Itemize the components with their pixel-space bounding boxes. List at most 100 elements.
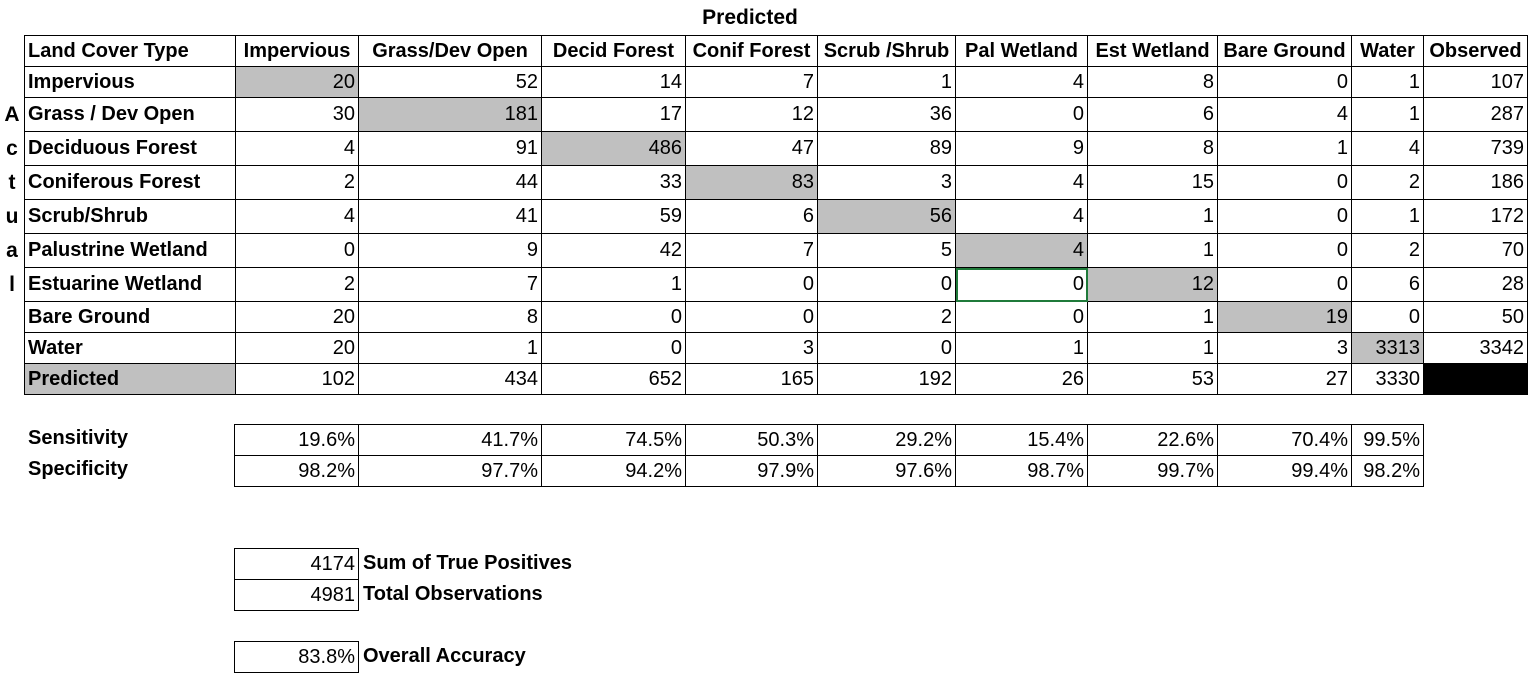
matrix-cell[interactable]: 30: [235, 97, 359, 132]
matrix-cell[interactable]: 0: [685, 267, 818, 302]
header-cell[interactable]: Est Wetland: [1087, 35, 1218, 67]
matrix-cell[interactable]: 6: [685, 199, 818, 234]
matrix-cell[interactable]: 3313: [1351, 332, 1424, 364]
matrix-cell[interactable]: 0: [685, 301, 818, 333]
matrix-cell[interactable]: 181: [358, 97, 542, 132]
matrix-cell[interactable]: 0: [817, 267, 956, 302]
matrix-cell[interactable]: 4: [235, 131, 359, 166]
overall-accuracy-cell[interactable]: 83.8%: [234, 641, 359, 673]
matrix-cell[interactable]: 1: [1351, 199, 1424, 234]
sensitivity-cell[interactable]: 70.4%: [1217, 424, 1352, 456]
matrix-cell[interactable]: 6: [1351, 267, 1424, 302]
matrix-cell[interactable]: 9: [955, 131, 1088, 166]
matrix-cell[interactable]: 52: [358, 66, 542, 98]
matrix-cell[interactable]: 0: [1217, 199, 1352, 234]
observed-cell[interactable]: 70: [1423, 233, 1528, 268]
matrix-cell[interactable]: 0: [1351, 301, 1424, 333]
predicted-cell[interactable]: 434: [358, 363, 542, 395]
specificity-cell[interactable]: 98.7%: [955, 455, 1088, 487]
header-cell[interactable]: Pal Wetland: [955, 35, 1088, 67]
row-label[interactable]: Bare Ground: [24, 301, 236, 333]
matrix-cell[interactable]: 4: [235, 199, 359, 234]
matrix-cell[interactable]: 41: [358, 199, 542, 234]
matrix-cell[interactable]: 3: [817, 165, 956, 200]
header-cell[interactable]: Grass/Dev Open: [358, 35, 542, 67]
matrix-cell[interactable]: 91: [358, 131, 542, 166]
matrix-cell[interactable]: 7: [358, 267, 542, 302]
sensitivity-cell[interactable]: 19.6%: [234, 424, 359, 456]
matrix-cell[interactable]: 4: [955, 233, 1088, 268]
matrix-cell[interactable]: 89: [817, 131, 956, 166]
header-cell[interactable]: Conif Forest: [685, 35, 818, 67]
matrix-cell[interactable]: 0: [235, 233, 359, 268]
matrix-cell[interactable]: 0: [1217, 233, 1352, 268]
matrix-cell[interactable]: 47: [685, 131, 818, 166]
blank-black-cell[interactable]: [1423, 363, 1528, 395]
matrix-cell[interactable]: 83: [685, 165, 818, 200]
matrix-cell[interactable]: 5: [817, 233, 956, 268]
sensitivity-cell[interactable]: 50.3%: [685, 424, 818, 456]
header-cell[interactable]: Water: [1351, 35, 1424, 67]
selected-matrix-cell[interactable]: 0: [955, 267, 1088, 302]
matrix-cell[interactable]: 0: [817, 332, 956, 364]
matrix-cell[interactable]: 0: [955, 301, 1088, 333]
matrix-cell[interactable]: 20: [235, 332, 359, 364]
matrix-cell[interactable]: 486: [541, 131, 686, 166]
row-label[interactable]: Predicted: [24, 363, 236, 395]
sensitivity-cell[interactable]: 29.2%: [817, 424, 956, 456]
matrix-cell[interactable]: 1: [1351, 66, 1424, 98]
matrix-cell[interactable]: 3: [685, 332, 818, 364]
sensitivity-cell[interactable]: 74.5%: [541, 424, 686, 456]
predicted-cell[interactable]: 102: [235, 363, 359, 395]
observed-cell[interactable]: 287: [1423, 97, 1528, 132]
predicted-cell[interactable]: 192: [817, 363, 956, 395]
predicted-cell[interactable]: 53: [1087, 363, 1218, 395]
matrix-cell[interactable]: 14: [541, 66, 686, 98]
matrix-cell[interactable]: 2: [817, 301, 956, 333]
specificity-cell[interactable]: 99.4%: [1217, 455, 1352, 487]
matrix-cell[interactable]: 6: [1087, 97, 1218, 132]
specificity-cell[interactable]: 98.2%: [1351, 455, 1424, 487]
matrix-cell[interactable]: 0: [541, 301, 686, 333]
header-cell[interactable]: Land Cover Type: [24, 35, 236, 67]
specificity-cell[interactable]: 99.7%: [1087, 455, 1218, 487]
matrix-cell[interactable]: 2: [1351, 233, 1424, 268]
matrix-cell[interactable]: 0: [955, 97, 1088, 132]
row-label[interactable]: Deciduous Forest: [24, 131, 236, 166]
matrix-cell[interactable]: 8: [1087, 131, 1218, 166]
header-cell[interactable]: Decid Forest: [541, 35, 686, 67]
predicted-cell[interactable]: 3330: [1351, 363, 1424, 395]
predicted-cell[interactable]: 27: [1217, 363, 1352, 395]
matrix-cell[interactable]: 7: [685, 233, 818, 268]
matrix-cell[interactable]: 33: [541, 165, 686, 200]
matrix-cell[interactable]: 1: [541, 267, 686, 302]
matrix-cell[interactable]: 3: [1217, 332, 1352, 364]
sensitivity-cell[interactable]: 22.6%: [1087, 424, 1218, 456]
matrix-cell[interactable]: 8: [1087, 66, 1218, 98]
sensitivity-cell[interactable]: 99.5%: [1351, 424, 1424, 456]
matrix-cell[interactable]: 1: [1087, 233, 1218, 268]
header-cell[interactable]: Observed: [1423, 35, 1528, 67]
matrix-cell[interactable]: 4: [955, 66, 1088, 98]
matrix-cell[interactable]: 1: [1217, 131, 1352, 166]
matrix-cell[interactable]: 17: [541, 97, 686, 132]
matrix-cell[interactable]: 1: [1087, 332, 1218, 364]
header-cell[interactable]: Bare Ground: [1217, 35, 1352, 67]
matrix-cell[interactable]: 12: [685, 97, 818, 132]
matrix-cell[interactable]: 9: [358, 233, 542, 268]
matrix-cell[interactable]: 44: [358, 165, 542, 200]
matrix-cell[interactable]: 1: [1087, 199, 1218, 234]
matrix-cell[interactable]: 19: [1217, 301, 1352, 333]
matrix-cell[interactable]: 7: [685, 66, 818, 98]
matrix-cell[interactable]: 0: [1217, 267, 1352, 302]
observed-cell[interactable]: 50: [1423, 301, 1528, 333]
matrix-cell[interactable]: 1: [358, 332, 542, 364]
specificity-cell[interactable]: 98.2%: [234, 455, 359, 487]
row-label[interactable]: Grass / Dev Open: [24, 97, 236, 132]
matrix-cell[interactable]: 56: [817, 199, 956, 234]
matrix-cell[interactable]: 4: [1351, 131, 1424, 166]
matrix-cell[interactable]: 15: [1087, 165, 1218, 200]
matrix-cell[interactable]: 0: [541, 332, 686, 364]
row-label[interactable]: Coniferous Forest: [24, 165, 236, 200]
specificity-cell[interactable]: 97.6%: [817, 455, 956, 487]
